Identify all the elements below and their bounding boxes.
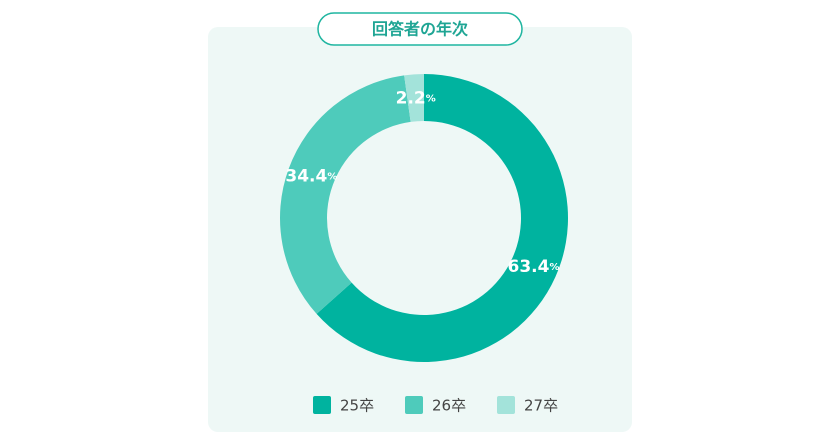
donut-slice (404, 74, 424, 122)
legend-label: 27卒 (524, 397, 558, 415)
legend-label: 26卒 (432, 397, 466, 415)
chart-title: 回答者の年次 (372, 20, 468, 39)
donut-slice (316, 74, 568, 362)
legend-label: 25卒 (340, 397, 374, 415)
legend-swatch (405, 396, 423, 414)
data-label: 63.4% (508, 257, 560, 277)
data-label: 34.4% (285, 167, 337, 187)
donut-slice (280, 75, 411, 314)
title-pill (317, 12, 523, 46)
legend-swatch (497, 396, 515, 414)
legend-swatch (313, 396, 331, 414)
data-label: 2.2% (396, 88, 436, 108)
